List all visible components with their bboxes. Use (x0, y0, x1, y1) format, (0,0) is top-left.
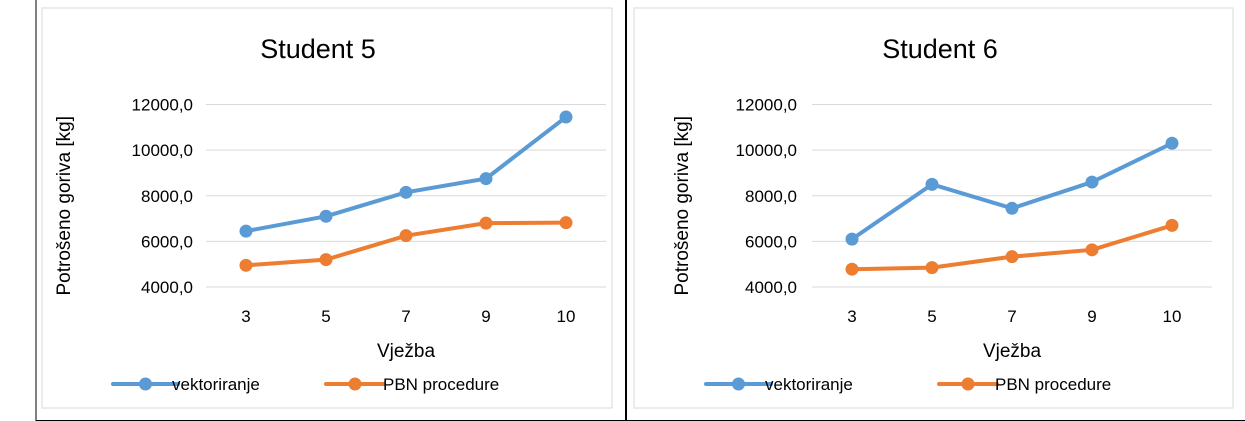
data-point (319, 209, 333, 223)
legend-entry: PBN procedure (937, 375, 1111, 394)
legend-marker (732, 377, 745, 391)
y-axis-title: Potrošeno goriva [kg] (54, 116, 75, 296)
y-tick-label: 4000,0 (745, 278, 797, 297)
data-point (925, 261, 939, 275)
x-tick-label: 3 (241, 307, 250, 326)
legend-entry: PBN procedure (324, 375, 499, 394)
data-point (559, 216, 573, 230)
series-line (244, 115, 568, 234)
legend-label: vektoriranje (765, 375, 853, 394)
y-axis-title: Potrošeno goriva [kg] (672, 116, 693, 296)
data-point (239, 258, 253, 272)
data-point (399, 229, 413, 243)
series-line (850, 141, 1174, 242)
y-tick-label: 10000,0 (132, 141, 193, 160)
y-tick-label: 12000,0 (132, 96, 193, 115)
y-tick-label: 6000,0 (141, 232, 193, 251)
series-2 (845, 218, 1179, 276)
x-tick-label: 9 (1087, 307, 1096, 326)
chart-1: Student 5 4000,0 6000,0 8000,0 10000,0 12000,… (41, 7, 613, 409)
chart-2: Student 6 4000,0 6000,0 8000,0 10000,0 12000,… (633, 7, 1234, 409)
x-axis-title: Vježba (983, 341, 1042, 362)
x-tick-label: 10 (557, 307, 576, 326)
data-point (1005, 250, 1019, 264)
legend-marker (348, 377, 362, 391)
y-tick-label: 10000,0 (736, 141, 797, 160)
data-point (399, 185, 413, 199)
y-tick-label: 8000,0 (141, 187, 193, 206)
series-1 (239, 110, 573, 238)
data-point (845, 232, 859, 246)
y-tick-label: 8000,0 (745, 187, 797, 206)
chart-area-border (41, 7, 613, 409)
x-tick-label: 5 (321, 307, 330, 326)
data-point (1165, 218, 1179, 232)
legend-entry: vektoriranje (111, 375, 260, 394)
data-point (479, 172, 493, 186)
data-point (1165, 136, 1179, 150)
x-axis-title: Vježba (377, 341, 436, 362)
chart-area-border (633, 7, 1234, 409)
series-1 (845, 136, 1179, 246)
series-line (244, 220, 568, 268)
chart-title: Student 6 (882, 34, 998, 64)
y-tick-label: 12000,0 (736, 96, 797, 115)
x-tick-label: 9 (481, 307, 490, 326)
x-tick-label: 7 (401, 307, 410, 326)
legend-label: vektoriranje (172, 375, 260, 394)
x-tick-label: 5 (927, 307, 936, 326)
legend-label: PBN procedure (383, 375, 499, 394)
x-tick-label: 3 (847, 307, 856, 326)
data-point (479, 216, 493, 230)
legend-marker (961, 377, 975, 391)
y-tick-label: 4000,0 (141, 278, 193, 297)
data-point (845, 262, 859, 276)
data-point (1085, 175, 1099, 189)
chart-title: Student 5 (260, 34, 376, 64)
legend-label: PBN procedure (995, 375, 1111, 394)
data-point (319, 253, 333, 267)
legend-marker (139, 377, 152, 391)
data-point (239, 224, 253, 238)
data-point (1005, 201, 1019, 215)
series-2 (239, 216, 573, 272)
y-tick-label: 6000,0 (745, 232, 797, 251)
legend-entry: vektoriranje (704, 375, 853, 394)
data-point (1085, 243, 1099, 257)
data-point (925, 177, 939, 191)
x-tick-label: 10 (1163, 307, 1182, 326)
data-point (559, 110, 573, 124)
x-tick-label: 7 (1007, 307, 1016, 326)
